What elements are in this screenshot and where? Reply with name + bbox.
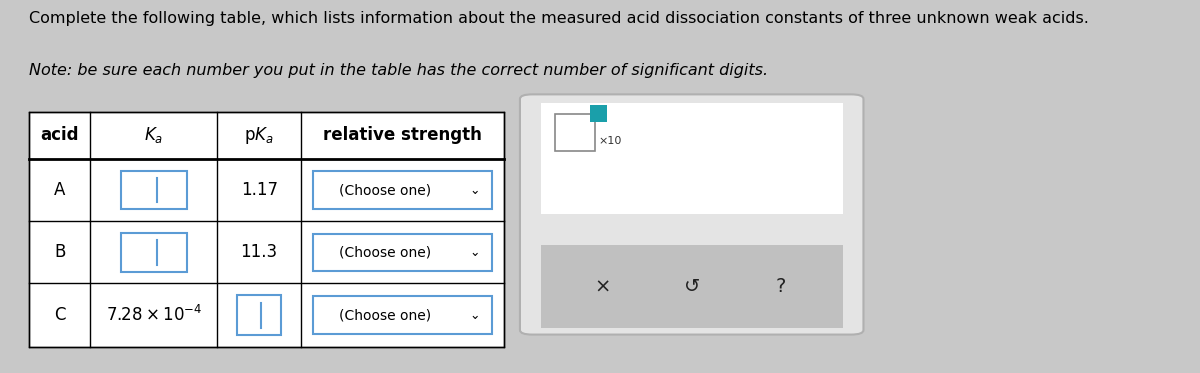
Text: Complete the following table, which lists information about the measured acid di: Complete the following table, which list…	[29, 11, 1090, 26]
Text: (Choose one): (Choose one)	[338, 308, 431, 322]
Text: ⌄: ⌄	[469, 184, 480, 197]
Bar	[541, 245, 842, 328]
Text: (Choose one): (Choose one)	[338, 183, 431, 197]
Bar	[121, 171, 187, 209]
Bar	[590, 105, 607, 122]
Text: $\mathrm{p}K_a$: $\mathrm{p}K_a$	[245, 125, 274, 146]
Text: relative strength: relative strength	[323, 126, 482, 144]
Bar	[121, 233, 187, 272]
Text: ×10: ×10	[599, 136, 622, 145]
Bar	[313, 233, 492, 271]
Bar	[29, 112, 504, 347]
Text: ⌄: ⌄	[469, 309, 480, 322]
Text: 11.3: 11.3	[240, 243, 277, 261]
Text: acid: acid	[41, 126, 79, 144]
Text: ↺: ↺	[684, 277, 700, 296]
Text: 1.17: 1.17	[241, 181, 277, 199]
Text: $K_a$: $K_a$	[144, 125, 163, 145]
Bar	[541, 103, 842, 214]
Text: C: C	[54, 306, 66, 324]
Bar	[313, 171, 492, 209]
Text: ×: ×	[594, 277, 611, 296]
Bar	[313, 296, 492, 334]
Text: B: B	[54, 243, 66, 261]
Text: ?: ?	[775, 277, 786, 296]
Bar	[556, 114, 595, 151]
Text: ⌄: ⌄	[469, 246, 480, 259]
Text: $7.28 \times 10^{-4}$: $7.28 \times 10^{-4}$	[106, 305, 202, 325]
FancyBboxPatch shape	[520, 94, 864, 335]
Text: A: A	[54, 181, 66, 199]
Text: (Choose one): (Choose one)	[338, 245, 431, 259]
Bar	[238, 295, 281, 335]
Text: Note: be sure each number you put in the table has the correct number of signifi: Note: be sure each number you put in the…	[29, 63, 768, 78]
